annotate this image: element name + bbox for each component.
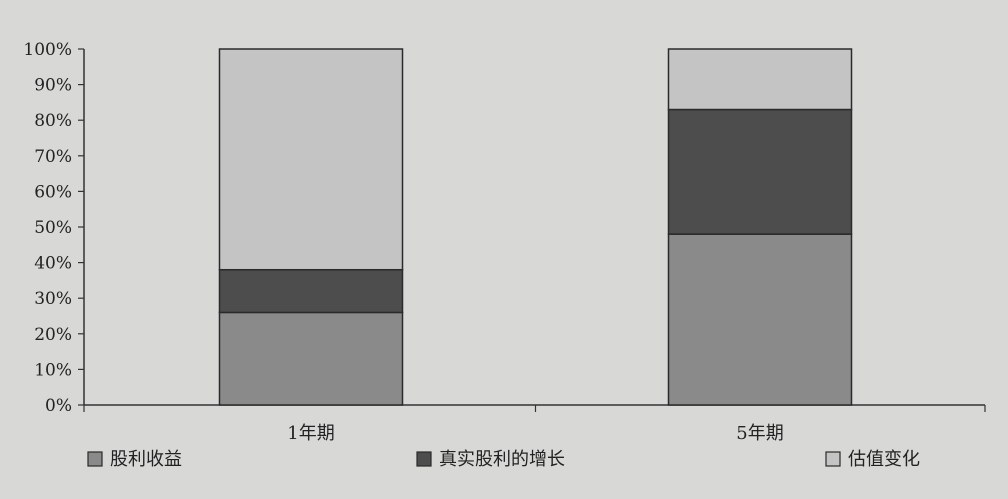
bar-segment — [218, 311, 404, 406]
bar-segment — [667, 108, 853, 235]
bar-segment — [218, 268, 404, 314]
legend-label: 估值变化 — [848, 449, 920, 470]
bar-segment — [218, 48, 404, 271]
x-category-label: 1年期 — [287, 423, 334, 444]
legend-swatch — [87, 451, 103, 467]
y-tick-label: 90% — [34, 76, 72, 96]
y-tick-label: 10% — [34, 360, 72, 380]
legend-label: 股利收益 — [110, 449, 182, 470]
y-tick-label: 20% — [34, 325, 72, 345]
legend-swatch — [825, 451, 841, 467]
y-tick-label: 50% — [34, 218, 72, 238]
y-tick-label: 0% — [45, 396, 72, 416]
y-tick-label: 70% — [34, 147, 72, 167]
legend-label: 真实股利的增长 — [439, 449, 565, 470]
y-tick-label: 100% — [23, 40, 72, 60]
y-tick-label: 40% — [34, 254, 72, 274]
x-category-label: 5年期 — [736, 423, 783, 444]
legend-swatch — [416, 451, 432, 467]
y-tick-label: 30% — [34, 289, 72, 309]
bar-segment — [667, 233, 853, 406]
y-tick-label: 80% — [34, 111, 72, 131]
bar-segment — [667, 48, 853, 111]
y-tick-label: 60% — [34, 182, 72, 202]
